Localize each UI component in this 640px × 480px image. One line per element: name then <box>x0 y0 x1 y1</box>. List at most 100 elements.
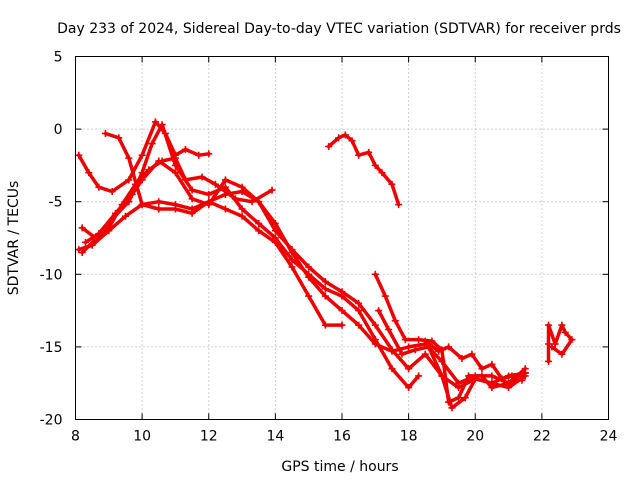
data-point <box>321 278 329 286</box>
data-point <box>435 347 443 355</box>
data-point <box>445 343 453 351</box>
y-tick-label: -15 <box>40 340 63 356</box>
data-point <box>321 292 329 300</box>
data-point <box>458 355 466 363</box>
data-point <box>471 375 479 383</box>
series-track-9 <box>375 307 529 412</box>
data-point <box>198 173 206 181</box>
x-tick-label: 12 <box>200 429 218 445</box>
data-point <box>558 350 566 358</box>
series-line <box>376 308 527 410</box>
data-point <box>428 337 436 345</box>
data-point <box>421 337 429 345</box>
data-point <box>371 270 379 278</box>
x-tick-label: 22 <box>533 429 551 445</box>
data-point <box>401 336 409 344</box>
data-point <box>181 145 189 153</box>
data-point <box>508 372 516 380</box>
data-point <box>288 249 296 257</box>
x-tick-label: 16 <box>333 429 351 445</box>
series-line <box>83 159 527 385</box>
data-point <box>161 129 169 137</box>
axis-ticks <box>75 56 609 420</box>
chart-title: Day 233 of 2024, Sidereal Day-to-day VTE… <box>57 21 621 37</box>
data-point <box>468 350 476 358</box>
x-tick-label: 10 <box>133 429 151 445</box>
data-point <box>81 238 89 246</box>
data-point <box>341 131 349 139</box>
data-point <box>378 169 386 177</box>
y-tick-label: -20 <box>40 413 63 429</box>
data-point <box>405 343 413 351</box>
data-point <box>415 336 423 344</box>
data-point <box>205 150 213 158</box>
data-point <box>288 256 296 264</box>
series-line <box>326 133 401 207</box>
data-point <box>488 379 496 387</box>
data-point <box>181 176 189 184</box>
data-point <box>371 340 379 348</box>
data-point <box>305 292 313 300</box>
data-point <box>455 379 463 387</box>
data-point <box>355 151 363 159</box>
x-tick-label: 18 <box>400 429 418 445</box>
data-point <box>348 137 356 145</box>
y-tick-label: -5 <box>49 195 63 211</box>
grid <box>75 56 609 420</box>
data-point <box>371 161 379 169</box>
data-point <box>125 176 133 184</box>
data-point <box>338 321 346 329</box>
data-point <box>548 343 556 351</box>
data-point <box>381 292 389 300</box>
data-point <box>521 369 529 377</box>
data-point <box>221 205 229 213</box>
data-point <box>325 143 333 151</box>
series-track-3 <box>81 157 529 387</box>
data-point <box>355 307 363 315</box>
data-point <box>195 151 203 159</box>
data-point <box>155 205 163 213</box>
data-point <box>488 360 496 368</box>
data-point <box>238 212 246 220</box>
data-point <box>448 404 456 412</box>
data-point <box>238 205 246 213</box>
data-point <box>288 263 296 271</box>
series-track-8 <box>371 270 529 406</box>
series-track-7 <box>325 131 403 209</box>
data-point <box>238 183 246 191</box>
data-point <box>271 238 279 246</box>
data-point <box>321 321 329 329</box>
data-point <box>221 176 229 184</box>
data-point <box>248 198 256 206</box>
data-point <box>355 299 363 307</box>
data-point <box>388 180 396 188</box>
data-point <box>305 263 313 271</box>
data-point <box>125 154 133 162</box>
data-point <box>138 151 146 159</box>
data-point <box>371 321 379 329</box>
data-point <box>188 209 196 217</box>
data-point <box>375 307 383 315</box>
data-point <box>518 376 526 384</box>
data-point <box>101 129 109 137</box>
data-point <box>118 201 126 209</box>
data-point <box>151 118 159 126</box>
data-point <box>568 336 576 344</box>
series-line <box>423 339 524 383</box>
data-point <box>115 134 123 142</box>
series-line <box>77 120 211 194</box>
data-point <box>131 180 139 188</box>
data-point <box>188 195 196 203</box>
data-point <box>85 169 93 177</box>
data-point <box>145 166 153 174</box>
data-point <box>561 328 569 336</box>
series-track-5 <box>75 118 213 196</box>
data-point <box>338 292 346 300</box>
data-point <box>158 157 166 165</box>
x-tick-label: 14 <box>266 429 284 445</box>
data-point <box>478 372 486 380</box>
data-point <box>78 249 86 257</box>
data-point <box>405 365 413 373</box>
y-tick-label: -10 <box>40 267 63 283</box>
